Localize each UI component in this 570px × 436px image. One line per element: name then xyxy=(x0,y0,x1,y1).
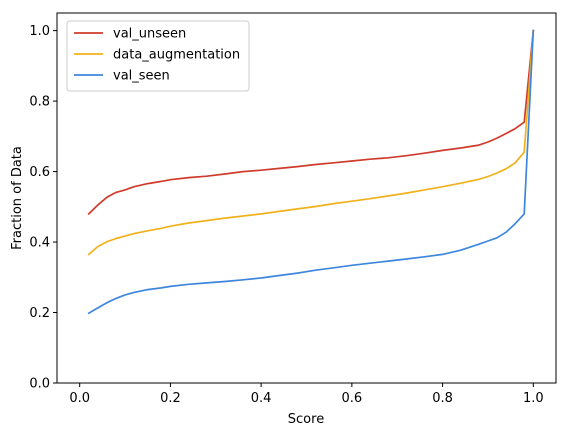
y-axis-label: Fraction of Data xyxy=(10,146,25,250)
y-tick-label: 0.2 xyxy=(29,306,50,321)
x-tick-label: 1.0 xyxy=(523,391,544,406)
legend-item: val_unseen xyxy=(74,27,186,42)
x-tick-label: 0.0 xyxy=(69,391,90,406)
x-tick-label: 0.4 xyxy=(251,391,272,406)
y-tick-label: 0.8 xyxy=(29,95,50,110)
legend: val_unseen data_augmentation val_seen xyxy=(66,20,250,92)
legend-label: data_augmentation xyxy=(113,48,240,63)
series-line-val-unseen xyxy=(87,29,535,216)
legend-label: val_unseen xyxy=(113,27,186,42)
x-tick-label: 0.8 xyxy=(432,391,453,406)
y-axis: 0.0 0.2 0.4 0.6 0.8 1.0 xyxy=(29,24,57,392)
plot-frame xyxy=(56,12,557,384)
legend-box xyxy=(66,20,250,92)
y-tick-label: 0.4 xyxy=(29,236,50,251)
x-tick-label: 0.6 xyxy=(342,391,363,406)
legend-label: val_seen xyxy=(113,69,170,84)
series-line-data-augmentation xyxy=(87,29,535,256)
series-line-val-seen xyxy=(87,29,535,315)
plot-lines xyxy=(87,29,535,315)
y-tick-label: 0.0 xyxy=(29,377,50,392)
y-tick-label: 1.0 xyxy=(29,24,50,39)
x-axis: 0.0 0.2 0.4 0.6 0.8 1.0 xyxy=(69,383,544,406)
x-tick-label: 0.2 xyxy=(160,391,181,406)
legend-item: data_augmentation xyxy=(74,48,240,63)
y-tick-label: 0.6 xyxy=(29,165,50,180)
x-axis-label: Score xyxy=(288,412,324,427)
legend-item: val_seen xyxy=(74,69,170,84)
